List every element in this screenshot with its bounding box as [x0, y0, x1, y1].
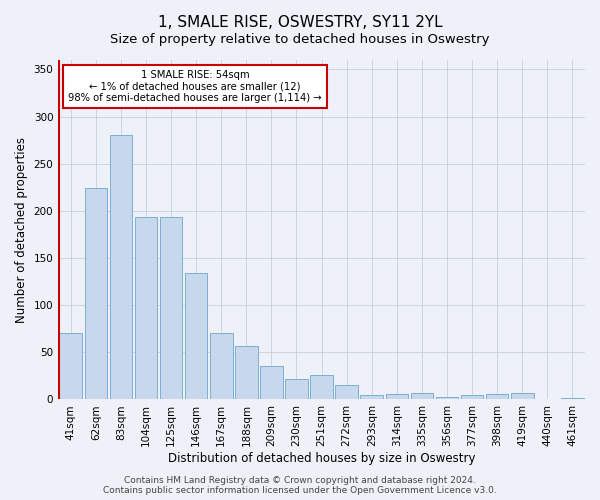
Bar — [410, 393, 433, 400]
Bar — [486, 394, 508, 400]
Bar — [110, 136, 132, 400]
Bar — [134, 218, 157, 400]
Bar — [361, 394, 383, 400]
Bar — [160, 218, 182, 400]
Bar — [210, 334, 233, 400]
X-axis label: Distribution of detached houses by size in Oswestry: Distribution of detached houses by size … — [168, 452, 475, 465]
Bar — [85, 188, 107, 400]
Y-axis label: Number of detached properties: Number of detached properties — [15, 136, 28, 322]
Bar — [536, 398, 559, 400]
Bar — [310, 375, 333, 400]
Bar — [260, 366, 283, 400]
Bar — [511, 393, 533, 400]
Bar — [235, 346, 257, 400]
Text: Size of property relative to detached houses in Oswestry: Size of property relative to detached ho… — [110, 32, 490, 46]
Bar — [59, 334, 82, 400]
Bar — [436, 396, 458, 400]
Bar — [285, 378, 308, 400]
Text: 1, SMALE RISE, OSWESTRY, SY11 2YL: 1, SMALE RISE, OSWESTRY, SY11 2YL — [158, 15, 442, 30]
Text: Contains HM Land Registry data © Crown copyright and database right 2024.
Contai: Contains HM Land Registry data © Crown c… — [103, 476, 497, 495]
Bar — [335, 386, 358, 400]
Bar — [386, 394, 408, 400]
Bar — [561, 398, 584, 400]
Bar — [461, 394, 484, 400]
Bar — [185, 273, 208, 400]
Text: 1 SMALE RISE: 54sqm
← 1% of detached houses are smaller (12)
98% of semi-detache: 1 SMALE RISE: 54sqm ← 1% of detached hou… — [68, 70, 322, 103]
